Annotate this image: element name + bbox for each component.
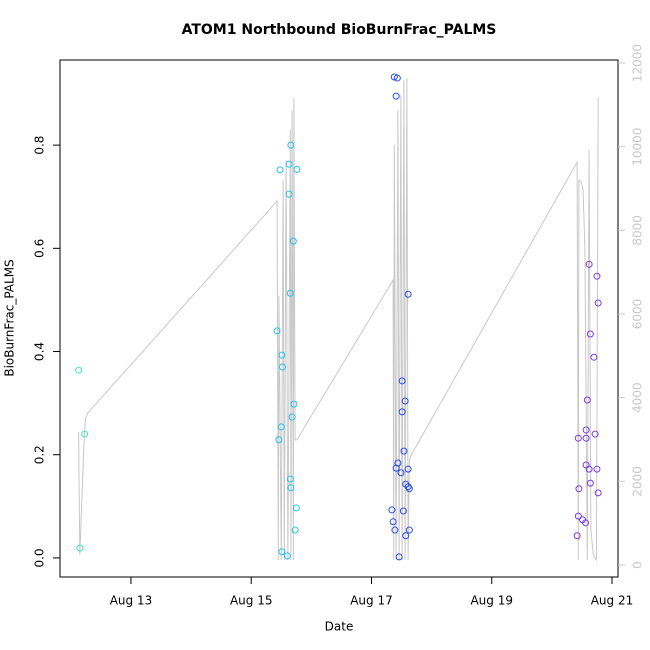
data-point xyxy=(399,507,407,515)
y2-tick-label: 12000 xyxy=(631,44,645,82)
y-tick-label: 0.6 xyxy=(33,239,47,258)
data-point xyxy=(389,518,397,526)
data-point xyxy=(285,190,293,198)
data-point xyxy=(285,160,293,168)
data-point xyxy=(585,260,593,268)
data-point xyxy=(278,351,286,359)
data-point xyxy=(582,519,590,527)
data-point xyxy=(291,526,299,534)
data-point xyxy=(293,165,301,173)
data-point xyxy=(402,532,410,540)
data-point xyxy=(582,426,590,434)
data-point xyxy=(290,400,298,408)
chart-title: ATOM1 Northbound BioBurnFrac_PALMS xyxy=(182,22,497,38)
data-point xyxy=(573,532,581,540)
data-point xyxy=(278,363,286,371)
data-point xyxy=(75,366,83,374)
data-point xyxy=(395,553,403,561)
y-tick-label: 0.4 xyxy=(33,342,47,361)
data-point xyxy=(400,447,408,455)
y2-tick-label: 4000 xyxy=(631,382,645,413)
data-point xyxy=(278,548,286,556)
y2-tick-label: 10000 xyxy=(631,128,645,166)
data-point xyxy=(593,465,601,473)
data-point xyxy=(388,506,396,514)
altitude-line xyxy=(78,78,599,562)
y2-tick-label: 8000 xyxy=(631,215,645,246)
y2-tick-label: 0 xyxy=(631,561,645,569)
x-tick-label: Aug 21 xyxy=(591,594,634,608)
data-point xyxy=(582,434,590,442)
data-point xyxy=(591,430,599,438)
x-tick-label: Aug 15 xyxy=(230,594,273,608)
y2-tick-label: 6000 xyxy=(631,299,645,330)
data-point xyxy=(391,526,399,534)
data-point xyxy=(273,327,281,335)
data-point xyxy=(586,330,594,338)
data-point xyxy=(585,465,593,473)
data-point xyxy=(287,141,295,149)
data-point xyxy=(594,299,602,307)
data-point xyxy=(404,465,412,473)
data-point xyxy=(286,475,294,483)
data-point xyxy=(283,552,291,560)
x-tick-label: Aug 13 xyxy=(110,594,153,608)
y-tick-label: 0.8 xyxy=(33,136,47,155)
y2-tick-label: 2000 xyxy=(631,466,645,497)
data-point xyxy=(390,73,398,81)
data-point xyxy=(398,408,406,416)
data-point xyxy=(594,489,602,497)
data-point xyxy=(574,512,582,520)
data-point xyxy=(393,74,401,82)
data-point xyxy=(397,469,405,477)
x-tick-label: Aug 17 xyxy=(350,594,393,608)
data-point xyxy=(590,353,598,361)
data-point xyxy=(593,272,601,280)
x-tick-label: Aug 19 xyxy=(470,594,513,608)
data-point xyxy=(286,289,294,297)
data-point xyxy=(392,464,400,472)
data-point xyxy=(277,423,285,431)
data-point xyxy=(405,485,413,493)
data-point xyxy=(292,504,300,512)
data-point xyxy=(276,166,284,174)
data-point xyxy=(288,413,296,421)
data-point xyxy=(76,544,84,552)
data-point xyxy=(275,436,283,444)
data-point xyxy=(583,396,591,404)
y-tick-label: 0.0 xyxy=(33,548,47,567)
x-axis-label: Date xyxy=(325,620,354,634)
data-point xyxy=(392,92,400,100)
data-point xyxy=(404,290,412,298)
data-point xyxy=(398,377,406,385)
data-point xyxy=(289,237,297,245)
data-point xyxy=(575,485,583,493)
plot-frame xyxy=(59,59,619,578)
data-point xyxy=(405,526,413,534)
data-point xyxy=(401,397,409,405)
data-point xyxy=(586,479,594,487)
y-tick-label: 0.2 xyxy=(33,445,47,464)
y-axis-label: BioBurnFrac_PALMS xyxy=(3,259,17,376)
data-point xyxy=(574,434,582,442)
data-point xyxy=(287,484,295,492)
data-point xyxy=(81,430,89,438)
